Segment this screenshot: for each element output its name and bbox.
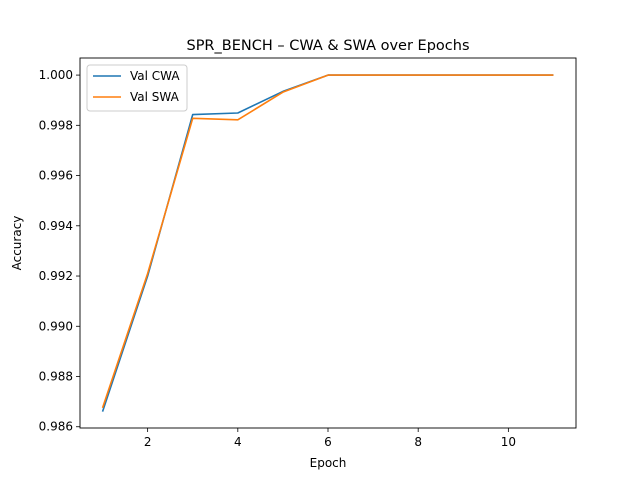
y-tick-label: 0.988 bbox=[39, 370, 73, 384]
x-tick-label: 6 bbox=[324, 435, 332, 449]
y-tick-label: 0.998 bbox=[39, 118, 73, 132]
y-tick-label: 0.986 bbox=[39, 420, 73, 434]
series-line-val-cwa bbox=[101, 74, 554, 412]
y-axis-title: Accuracy bbox=[10, 216, 24, 271]
legend: Val CWA Val SWA bbox=[86, 64, 188, 112]
y-axis: 0.986 0.988 0.990 0.992 0.994 0.996 0.998 1.000 bbox=[39, 68, 80, 434]
legend-label: Val SWA bbox=[130, 90, 180, 104]
x-tick-label: 2 bbox=[144, 435, 152, 449]
series-line-val-swa bbox=[101, 74, 554, 409]
legend-label: Val CWA bbox=[130, 69, 180, 83]
x-axis-title: Epoch bbox=[310, 456, 347, 470]
y-tick-label: 0.996 bbox=[39, 169, 73, 183]
x-tick-label: 8 bbox=[414, 435, 422, 449]
plot-frame bbox=[79, 57, 577, 429]
x-tick-label: 4 bbox=[234, 435, 242, 449]
y-tick-label: 0.992 bbox=[39, 269, 73, 283]
y-tick-label: 1.000 bbox=[39, 68, 73, 82]
series-lines bbox=[101, 74, 554, 412]
x-tick-label: 10 bbox=[501, 435, 516, 449]
y-tick-label: 0.990 bbox=[39, 319, 73, 333]
chart-title: SPR_BENCH – CWA & SWA over Epochs bbox=[186, 38, 469, 54]
x-axis: 2 4 6 8 10 bbox=[144, 428, 516, 449]
y-tick-label: 0.994 bbox=[39, 219, 73, 233]
